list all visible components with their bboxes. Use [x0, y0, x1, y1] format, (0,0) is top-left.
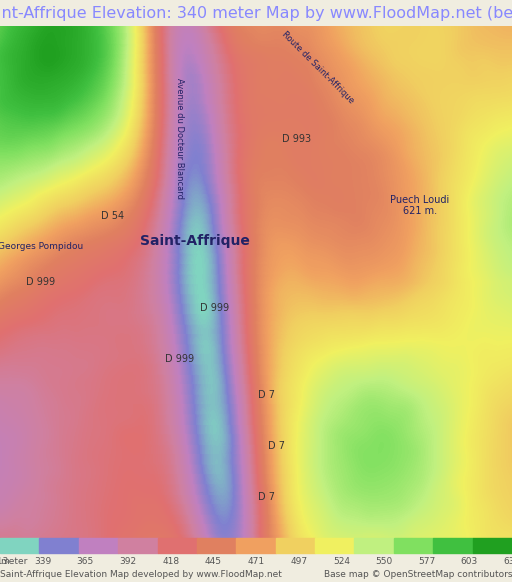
Text: 524: 524 — [333, 558, 350, 566]
Text: Saint-Affrique: Saint-Affrique — [140, 235, 249, 249]
Text: Georges Pompidou: Georges Pompidou — [0, 242, 83, 251]
Text: 471: 471 — [247, 558, 265, 566]
Bar — [79, 538, 118, 553]
Bar — [0, 538, 39, 553]
Text: D 999: D 999 — [201, 303, 229, 313]
Text: 577: 577 — [418, 558, 435, 566]
Bar — [118, 538, 158, 553]
Text: Saint-Affrique Elevation: 340 meter Map by www.FloodMap.net (beta): Saint-Affrique Elevation: 340 meter Map … — [0, 6, 512, 20]
Bar — [315, 538, 354, 553]
Bar — [237, 538, 275, 553]
Bar — [394, 538, 433, 553]
Text: meter: meter — [0, 558, 27, 566]
Text: 497: 497 — [290, 558, 307, 566]
Bar — [197, 538, 237, 553]
Text: 603: 603 — [461, 558, 478, 566]
Text: 365: 365 — [77, 558, 94, 566]
Text: 339: 339 — [34, 558, 51, 566]
Text: D 999: D 999 — [165, 354, 194, 364]
Text: 392: 392 — [119, 558, 137, 566]
Text: D 7: D 7 — [268, 441, 285, 451]
Text: Route de Saint-Affrique: Route de Saint-Affrique — [280, 29, 355, 105]
Text: Puech Loudi
621 m.: Puech Loudi 621 m. — [390, 194, 450, 217]
Text: D 7: D 7 — [258, 492, 275, 502]
Text: 445: 445 — [205, 558, 222, 566]
Text: 418: 418 — [162, 558, 179, 566]
Bar — [433, 538, 473, 553]
Text: Saint-Affrique Elevation Map developed by www.FloodMap.net: Saint-Affrique Elevation Map developed b… — [0, 570, 282, 579]
Text: 313: 313 — [0, 558, 9, 566]
Text: D 7: D 7 — [258, 390, 275, 400]
Bar — [39, 538, 79, 553]
Text: D 993: D 993 — [283, 134, 311, 144]
Text: 630: 630 — [503, 558, 512, 566]
Bar — [158, 538, 197, 553]
Text: 550: 550 — [375, 558, 393, 566]
Bar — [473, 538, 512, 553]
Bar — [354, 538, 394, 553]
Text: D 54: D 54 — [101, 211, 124, 221]
Text: D 999: D 999 — [27, 277, 55, 288]
Text: Avenue du Docteur Blancard: Avenue du Docteur Blancard — [175, 79, 184, 200]
Text: Base map © OpenStreetMap contributors: Base map © OpenStreetMap contributors — [324, 570, 512, 579]
Bar — [275, 538, 315, 553]
